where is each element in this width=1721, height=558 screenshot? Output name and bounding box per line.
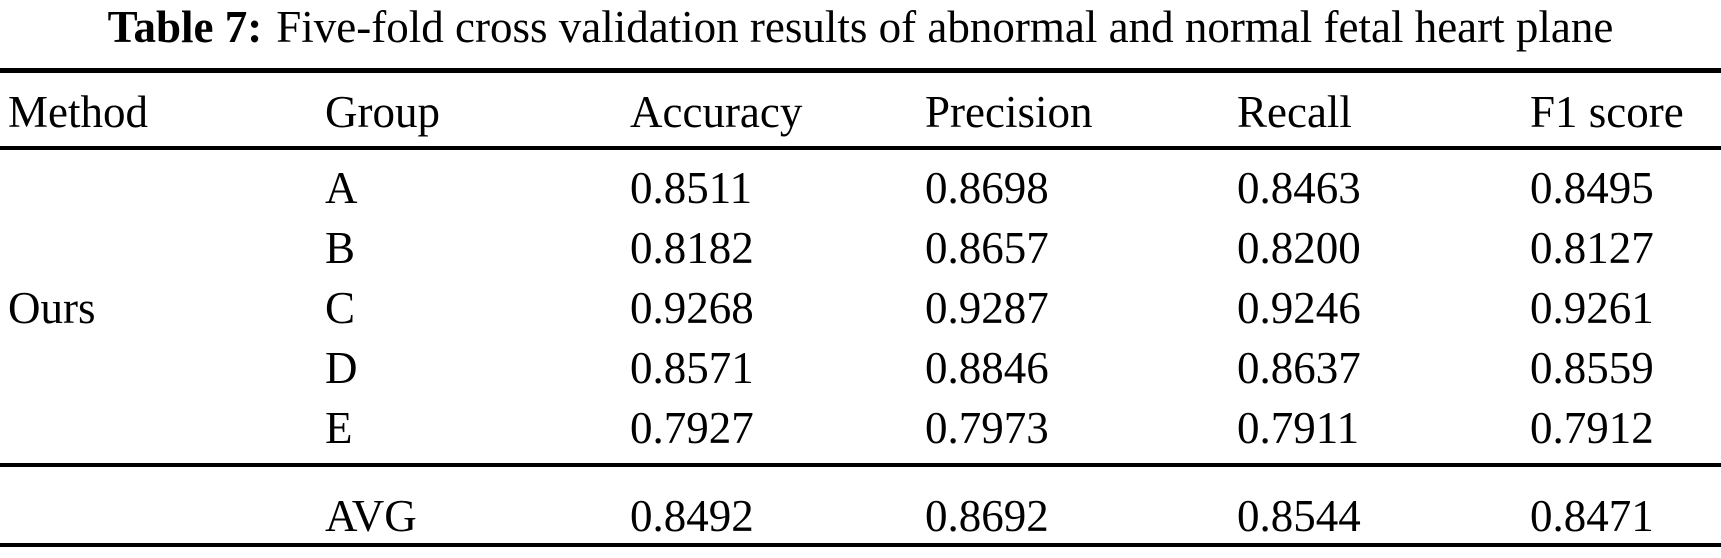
header-method: Method — [8, 87, 148, 137]
header-f1-score: F1 score — [1530, 87, 1684, 137]
cell-f1: 0.8127 — [1530, 223, 1654, 273]
header-recall: Recall — [1237, 87, 1352, 137]
cell-accuracy: 0.8182 — [630, 223, 754, 273]
header-group: Group — [325, 87, 440, 137]
cell-precision: 0.8846 — [925, 343, 1049, 393]
top-rule — [0, 68, 1721, 73]
table-header-row: Method Group Accuracy Precision Recall F… — [0, 82, 1721, 142]
summary-row: AVG 0.8492 0.8692 0.8544 0.8471 — [0, 486, 1721, 546]
cell-f1: 0.7912 — [1530, 403, 1654, 453]
cell-group: C — [325, 283, 356, 333]
summary-rule — [0, 463, 1721, 467]
cell-group: E — [325, 403, 353, 453]
cell-f1: 0.9261 — [1530, 283, 1654, 333]
cell-f1: 0.8559 — [1530, 343, 1654, 393]
summary-f1: 0.8471 — [1530, 491, 1654, 541]
header-rule — [0, 146, 1721, 150]
caption-text: Five-fold cross validation results of ab… — [276, 2, 1614, 52]
cell-accuracy: 0.7927 — [630, 403, 754, 453]
summary-precision: 0.8692 — [925, 491, 1049, 541]
cell-recall: 0.8200 — [1237, 223, 1361, 273]
summary-recall: 0.8544 — [1237, 491, 1361, 541]
cell-accuracy: 0.9268 — [630, 283, 754, 333]
cell-recall: 0.8463 — [1237, 163, 1361, 213]
cell-f1: 0.8495 — [1530, 163, 1654, 213]
cell-recall: 0.7911 — [1237, 403, 1360, 453]
header-accuracy: Accuracy — [630, 87, 803, 137]
summary-accuracy: 0.8492 — [630, 491, 754, 541]
cell-accuracy: 0.8511 — [630, 163, 753, 213]
table-caption: Table 7: Five-fold cross validation resul… — [0, 1, 1721, 53]
cell-precision: 0.8657 — [925, 223, 1049, 273]
cell-precision: 0.8698 — [925, 163, 1049, 213]
summary-group: AVG — [325, 491, 417, 541]
caption-label: Table 7: — [107, 2, 263, 52]
cell-recall: 0.8637 — [1237, 343, 1361, 393]
method-label: Ours — [8, 283, 96, 333]
cell-precision: 0.7973 — [925, 403, 1049, 453]
cell-recall: 0.9246 — [1237, 283, 1361, 333]
cell-precision: 0.9287 — [925, 283, 1049, 333]
cell-accuracy: 0.8571 — [630, 343, 754, 393]
bottom-rule — [0, 543, 1721, 547]
table-body: Ours A 0.8511 0.8698 0.8463 0.8495 B 0.8… — [0, 158, 1721, 458]
cell-group: D — [325, 343, 358, 393]
cell-group: B — [325, 223, 356, 273]
cell-group: A — [325, 163, 358, 213]
header-precision: Precision — [925, 87, 1093, 137]
